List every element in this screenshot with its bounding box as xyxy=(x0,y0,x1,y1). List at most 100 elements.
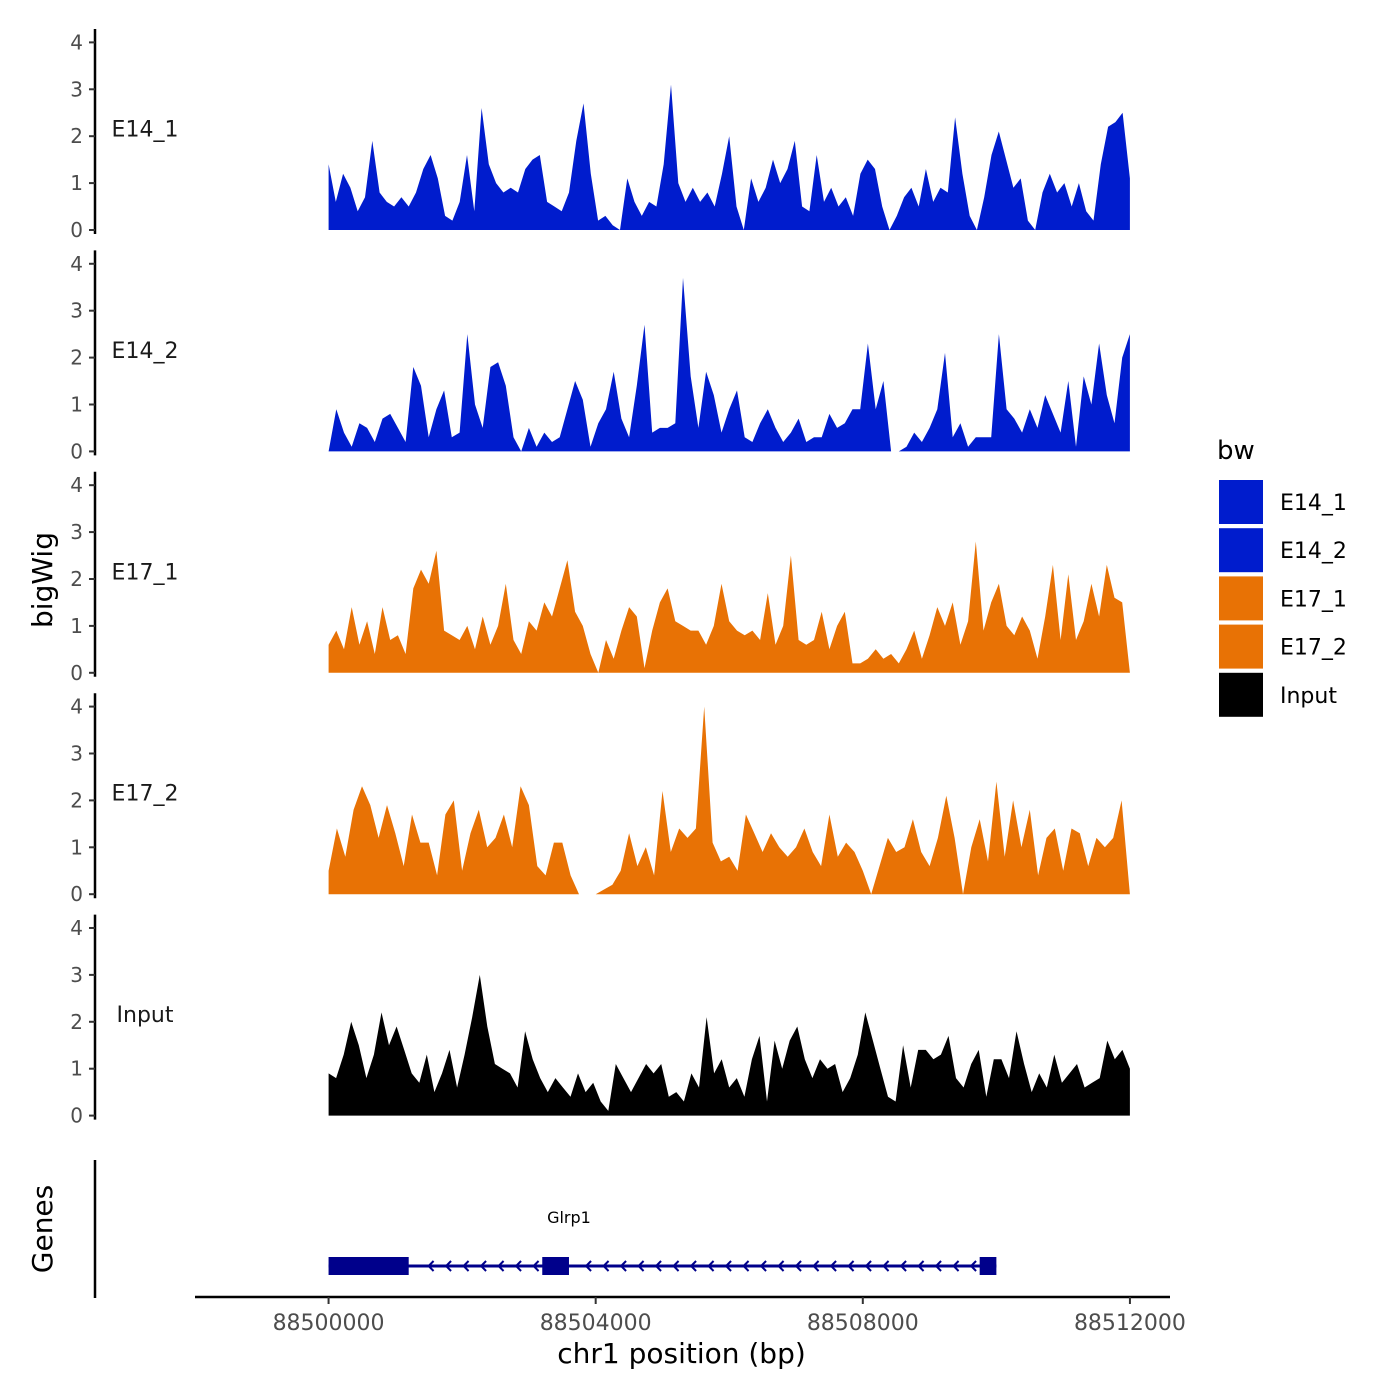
track-label: E17_1 xyxy=(112,560,179,585)
strand-chevron xyxy=(672,1260,680,1272)
coverage-area-input xyxy=(328,974,1130,1116)
y-tick-label: 0 xyxy=(70,1104,83,1128)
gene-name-label: Glrp1 xyxy=(547,1208,591,1227)
strand-chevron xyxy=(899,1260,907,1272)
legend-label: E14_2 xyxy=(1280,539,1347,564)
y-tick-label: 1 xyxy=(70,171,83,195)
strand-chevron xyxy=(952,1260,960,1272)
track-panel-e14-2: 0 1 2 3 4 E14_2 xyxy=(70,250,1130,463)
strand-chevron xyxy=(462,1260,470,1272)
legend-entry: E17_1 xyxy=(1219,576,1347,621)
gene-exon xyxy=(542,1257,569,1275)
coverage-area-e17-1 xyxy=(328,541,1130,673)
strand-chevron xyxy=(427,1260,435,1272)
strand-chevron xyxy=(917,1260,925,1272)
coverage-area-e17-2 xyxy=(328,706,1130,895)
y-tick-label: 0 xyxy=(70,882,83,906)
coverage-area-e14-2 xyxy=(328,277,1130,452)
legend: bw E14_1 E14_2 E17_1 E17_2 Input xyxy=(1217,436,1347,717)
strand-chevron xyxy=(829,1260,837,1272)
y-tick-label: 0 xyxy=(70,661,83,685)
strand-chevron xyxy=(707,1260,715,1272)
legend-swatch xyxy=(1219,624,1263,669)
track-label: E14_1 xyxy=(112,118,179,143)
y-tick-label: 1 xyxy=(70,1057,83,1081)
y-tick-label: 4 xyxy=(70,473,83,497)
legend-entry: E17_2 xyxy=(1219,624,1347,669)
y-tick-label: 2 xyxy=(70,567,83,591)
legend-swatch xyxy=(1219,480,1263,524)
y-tick-label: 2 xyxy=(70,788,83,812)
y-tick-label: 4 xyxy=(70,916,83,940)
legend-entry: E14_1 xyxy=(1219,480,1347,524)
strand-chevron xyxy=(479,1260,487,1272)
y-tick-label: 4 xyxy=(70,695,83,719)
x-tick-label: 88512000 xyxy=(1074,1311,1186,1336)
y-axis-title: bigWig xyxy=(26,532,59,628)
x-ticks: 88500000 88504000 88508000 88512000 xyxy=(273,1297,1186,1336)
track-label: E17_2 xyxy=(112,782,179,807)
gene-exon xyxy=(979,1257,997,1275)
y-tick-label: 3 xyxy=(70,520,83,544)
y-tick-label: 3 xyxy=(70,77,83,101)
strand-chevron xyxy=(497,1260,505,1272)
strand-chevron xyxy=(882,1260,890,1272)
legend-label: Input xyxy=(1280,684,1337,709)
legend-swatch xyxy=(1219,528,1263,573)
y-tick-label: 2 xyxy=(70,1010,83,1034)
legend-entry: E14_2 xyxy=(1219,528,1347,573)
strand-chevron xyxy=(812,1260,820,1272)
legend-entries: E14_1 E14_2 E17_1 E17_2 Input xyxy=(1219,480,1347,717)
strand-chevron xyxy=(654,1260,662,1272)
track-panel-input: 0 1 2 3 4 Input xyxy=(70,914,1130,1128)
track-panel-e17-2: 0 1 2 3 4 E17_2 xyxy=(70,693,1130,906)
x-axis-title: chr1 position (bp) xyxy=(557,1337,806,1370)
strand-chevron xyxy=(689,1260,697,1272)
gene-track: Glrp1 xyxy=(93,1160,997,1298)
track-label: E14_2 xyxy=(112,339,179,364)
legend-swatch xyxy=(1219,576,1263,621)
strand-chevron xyxy=(724,1260,732,1272)
y-tick-label: 4 xyxy=(70,30,83,54)
track-label: Input xyxy=(117,1003,174,1028)
strand-chevron xyxy=(934,1260,942,1272)
y-tick-label: 3 xyxy=(70,299,83,323)
legend-entry: Input xyxy=(1219,672,1337,717)
y-tick-label: 4 xyxy=(70,252,83,276)
strand-chevron xyxy=(742,1260,750,1272)
x-tick-label: 88504000 xyxy=(540,1311,652,1336)
track-panels: 0 1 2 3 4 E14_1 0 1 2 3 4 E14_2 0 1 2 3 4 E17_1 0 1 2 3 4 E17_2… xyxy=(70,29,1130,1128)
x-tick-label: 88508000 xyxy=(807,1311,919,1336)
x-tick-label: 88500000 xyxy=(273,1311,385,1336)
y-tick-label: 0 xyxy=(70,218,83,242)
strand-chevron xyxy=(759,1260,767,1272)
track-panel-e14-1: 0 1 2 3 4 E14_1 xyxy=(70,29,1130,242)
y-tick-label: 3 xyxy=(70,963,83,987)
strand-chevron xyxy=(619,1260,627,1272)
strand-chevron xyxy=(514,1260,522,1272)
strand-chevron xyxy=(602,1260,610,1272)
strand-chevron xyxy=(532,1260,540,1272)
legend-label: E17_2 xyxy=(1280,636,1347,661)
strand-chevron xyxy=(969,1260,977,1272)
y-tick-label: 1 xyxy=(70,835,83,859)
gene-marks: Glrp1 xyxy=(328,1208,997,1275)
strand-chevron xyxy=(637,1260,645,1272)
legend-label: E17_1 xyxy=(1280,587,1347,612)
y-tick-label: 2 xyxy=(70,346,83,370)
strand-chevron xyxy=(847,1260,855,1272)
strand-chevron xyxy=(794,1260,802,1272)
coverage-area-e14-1 xyxy=(328,84,1130,230)
legend-label: E14_1 xyxy=(1280,491,1347,516)
track-panel-e17-1: 0 1 2 3 4 E17_1 xyxy=(70,471,1130,685)
y-tick-label: 0 xyxy=(70,439,83,463)
y-tick-label: 1 xyxy=(70,392,83,416)
genes-axis-title: Genes xyxy=(26,1185,59,1273)
y-tick-label: 3 xyxy=(70,741,83,765)
strand-chevron xyxy=(864,1260,872,1272)
gene-exon xyxy=(328,1257,409,1275)
legend-title: bw xyxy=(1217,436,1255,466)
legend-swatch xyxy=(1219,672,1263,717)
y-tick-label: 2 xyxy=(70,124,83,148)
